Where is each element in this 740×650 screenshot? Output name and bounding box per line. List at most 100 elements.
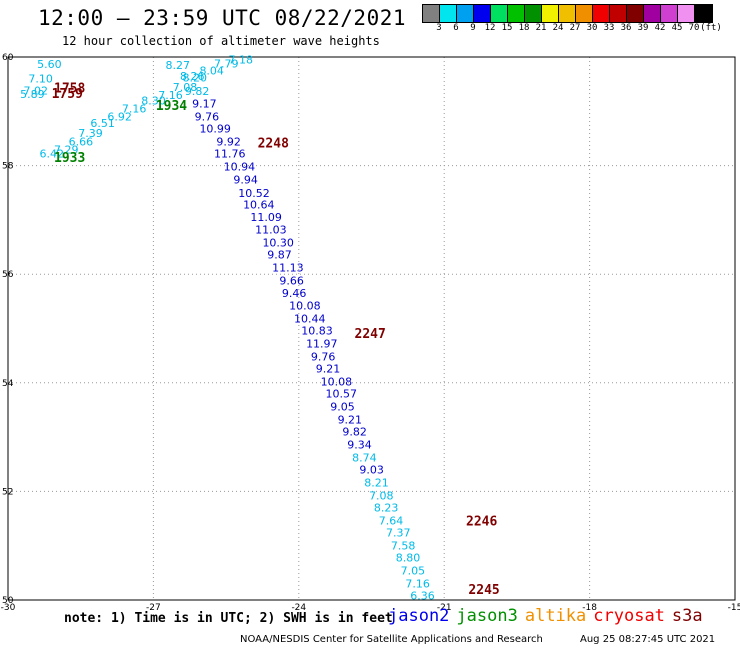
wave-height-value: 10.44 — [294, 313, 326, 326]
wave-height-value: 9.21 — [316, 363, 341, 376]
wave-height-value: 7.79 — [214, 58, 239, 71]
wave-height-value: 8.26 — [180, 70, 205, 83]
wave-height-value: 8.04 — [199, 65, 224, 78]
longitude-tick-label: -30 — [1, 603, 16, 613]
map-subtitle: 12 hour collection of altimeter wave hei… — [62, 34, 380, 48]
wave-height-value: 10.64 — [243, 199, 275, 212]
colorbar-label: 27 — [569, 23, 581, 33]
wave-height-value: 7.37 — [386, 527, 411, 540]
wave-height-value: 8.21 — [364, 477, 389, 490]
wave-height-value: 7.39 — [78, 127, 103, 140]
satellite-name: jason2 — [388, 606, 450, 626]
map-frame — [7, 56, 736, 601]
wave-height-value: 6.92 — [107, 111, 131, 124]
wave-height-value: 8.27 — [166, 59, 191, 72]
colorbar-swatch — [610, 5, 627, 22]
satellite-name: cryosat — [593, 606, 665, 626]
colorbar-label: 12 — [484, 23, 496, 33]
wave-height-value: 9.66 — [279, 275, 304, 288]
wave-height-value: 11.09 — [250, 211, 281, 224]
map-title: 12:00 – 23:59 UTC 08/22/2021 — [38, 6, 407, 30]
longitude-tick-label: -27 — [146, 603, 161, 613]
pass-time-label: 2248 — [258, 136, 289, 151]
wave-height-value: 10.08 — [289, 300, 321, 313]
colorbar-swatch — [678, 5, 695, 22]
wave-height-value: 6.42 — [40, 148, 65, 161]
wave-height-value: 9.46 — [282, 287, 307, 300]
wave-height-value: 9.17 — [192, 98, 217, 111]
colorbar-swatch — [593, 5, 610, 22]
wave-height-value: 9.94 — [233, 174, 258, 187]
pass-time-label: 2246 — [466, 515, 497, 530]
wave-height-value: 10.30 — [262, 237, 294, 250]
colorbar-label: 30 — [586, 23, 598, 33]
colorbar-label: 45 — [671, 23, 683, 33]
colorbar-swatch — [542, 5, 559, 22]
wave-height-value: 9.82 — [342, 426, 367, 439]
wave-height-value: 7.29 — [54, 143, 79, 156]
colorbar-swatch — [474, 5, 491, 22]
latitude-tick-label: 58 — [2, 162, 14, 172]
wave-height-value: 7.02 — [24, 85, 48, 98]
wave-height-value: 7.08 — [173, 81, 198, 94]
wave-height-value: 9.03 — [359, 464, 384, 477]
colorbar-swatch — [440, 5, 457, 22]
colorbar-label: 6 — [453, 23, 459, 33]
longitude-tick-label: -21 — [437, 603, 452, 613]
colorbar-label: 24 — [552, 23, 564, 33]
pass-time-label: 1934 — [156, 99, 187, 114]
footer-note: note: 1) Time is in UTC; 2) SWH is in fe… — [64, 611, 393, 626]
wave-height-value: 5.60 — [37, 58, 62, 71]
colorbar-label: 3 — [436, 23, 442, 33]
wave-height-value: 7.16 — [158, 89, 183, 102]
wave-height-value: 8.20 — [182, 72, 207, 85]
satellite-name: jason3 — [456, 606, 518, 626]
generation-timestamp: Aug 25 08:27:45 UTC 2021 — [580, 634, 716, 645]
wave-height-value: 7.10 — [28, 73, 53, 86]
colorbar-label: 9 — [470, 23, 476, 33]
longitude-tick-label: -15 — [728, 603, 740, 613]
colorbar-swatch — [695, 5, 712, 22]
wave-height-value: 7.16 — [122, 103, 147, 116]
wave-height-colorbar — [422, 4, 713, 23]
satellite-name: s3a — [671, 606, 703, 626]
wave-height-value: 8.80 — [396, 552, 421, 565]
pass-time-label: 2247 — [355, 327, 386, 342]
wave-height-value: 6.66 — [69, 136, 94, 149]
colorbar-swatch — [576, 5, 593, 22]
wave-height-value: 9.87 — [267, 249, 292, 262]
wave-height-value: 10.08 — [321, 376, 353, 389]
wave-height-value: 8.23 — [374, 502, 399, 515]
colorbar-swatch — [525, 5, 542, 22]
colorbar-label: 39 — [637, 23, 649, 33]
colorbar-label: 18 — [518, 23, 530, 33]
colorbar-swatch — [661, 5, 678, 22]
pass-time-label: 2245 — [468, 583, 499, 598]
wave-height-value: 8.30 — [141, 94, 166, 107]
wave-height-value: 7.64 — [379, 515, 404, 528]
wave-height-value: 10.94 — [224, 161, 256, 174]
wave-height-value: 11.03 — [255, 224, 287, 237]
credit-line: NOAA/NESDIS Center for Satellite Applica… — [240, 634, 543, 645]
grid-lines — [8, 57, 735, 600]
axis-labels: -30 -27 -24 -21 -18 -15 50 52 54 56 58 60 — [1, 53, 740, 613]
colorbar-swatch — [457, 5, 474, 22]
colorbar-swatch — [423, 5, 440, 22]
wave-height-value: 9.82 — [185, 85, 210, 98]
colorbar-label: (ft) — [700, 23, 722, 33]
wave-height-value: 7.58 — [391, 540, 416, 553]
latitude-tick-label: 54 — [2, 379, 14, 389]
wave-height-value: 9.34 — [347, 439, 372, 452]
colorbar-label: 33 — [603, 23, 615, 33]
wave-height-value: 11.97 — [306, 338, 338, 351]
wave-height-value: 9.76 — [311, 351, 336, 364]
wave-height-value: 7.05 — [401, 565, 426, 578]
latitude-tick-label: 50 — [2, 596, 14, 606]
pass-time-label: 1933 — [54, 151, 85, 166]
wave-height-value: 9.05 — [330, 401, 355, 414]
colorbar-label: 36 — [620, 23, 632, 33]
colorbar-label: 21 — [535, 23, 547, 33]
wave-height-value: 10.52 — [238, 187, 270, 200]
